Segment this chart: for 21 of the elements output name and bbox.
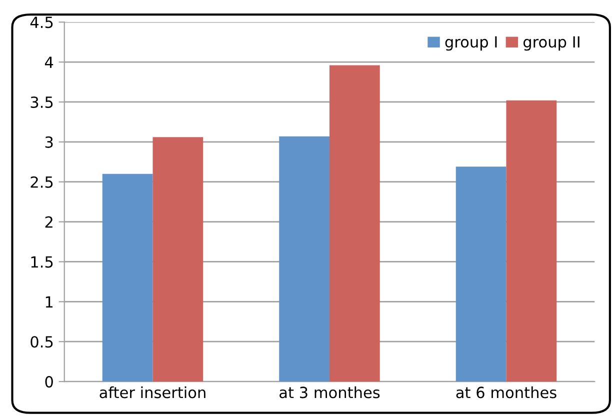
x-tick-label: after insertion bbox=[100, 386, 206, 398]
y-tick-label: 0 bbox=[45, 376, 53, 388]
bar bbox=[279, 136, 330, 382]
y-tick-label: 3.5 bbox=[30, 96, 53, 108]
y-tick-label: 1 bbox=[46, 296, 53, 308]
x-tick-label: at 3 monthes bbox=[280, 386, 380, 398]
y-tick-label: 4 bbox=[44, 56, 54, 68]
legend-label: group II bbox=[523, 36, 580, 51]
y-tick-label: 0.5 bbox=[30, 336, 53, 348]
bar bbox=[456, 166, 506, 382]
y-tick-label: 2 bbox=[45, 216, 52, 228]
bar bbox=[506, 100, 557, 382]
y-tick-label: 4.5 bbox=[30, 16, 53, 28]
y-tick-label: 3 bbox=[45, 136, 53, 148]
y-tick-label: 1.5 bbox=[31, 256, 53, 268]
x-tick-label: at 6 monthes bbox=[456, 386, 556, 398]
bar bbox=[102, 174, 153, 382]
y-tick-label: 2.5 bbox=[30, 176, 53, 188]
bar bbox=[152, 137, 204, 382]
bar bbox=[329, 65, 380, 382]
legend-label: group I bbox=[445, 36, 497, 51]
